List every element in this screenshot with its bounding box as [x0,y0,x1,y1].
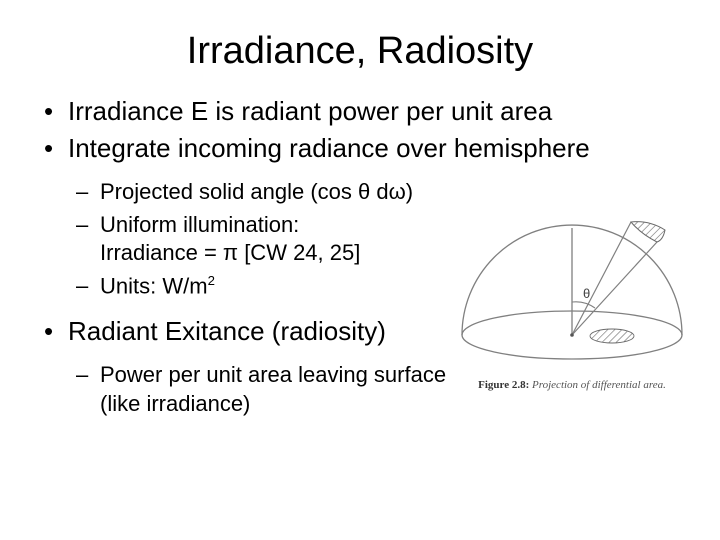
bullet-2-2: Uniform illumination: Irradiance = π [CW… [40,211,480,268]
bullet-2: Integrate incoming radiance over hemisph… [40,132,680,165]
bullet-1: Irradiance E is radiant power per unit a… [40,95,680,128]
bullet-2-3-text: Units: W/m [100,273,208,298]
bullet-2-3: Units: W/m2 [40,272,480,301]
figure-caption-label: Figure 2.8: [478,379,529,391]
figure-caption-text: Projection of differential area. [529,379,666,391]
bullet-2-3-sup: 2 [208,273,215,288]
bullet-2-2-line2: Irradiance = π [CW 24, 25] [100,240,360,265]
theta-label: θ [583,286,590,301]
bullet-2-1: Projected solid angle (cos θ dω) [40,178,480,207]
figure-caption: Figure 2.8: Projection of differential a… [442,379,702,391]
figure-hemisphere: θ Figure 2.8: Projection of differential… [442,200,702,391]
slide-title: Irradiance, Radiosity [40,30,680,73]
bullet-2-2-line1: Uniform illumination: [100,212,299,237]
hemisphere-diagram-svg: θ [447,200,697,370]
bullet-3-1: Power per unit area leaving surface (lik… [40,361,480,418]
